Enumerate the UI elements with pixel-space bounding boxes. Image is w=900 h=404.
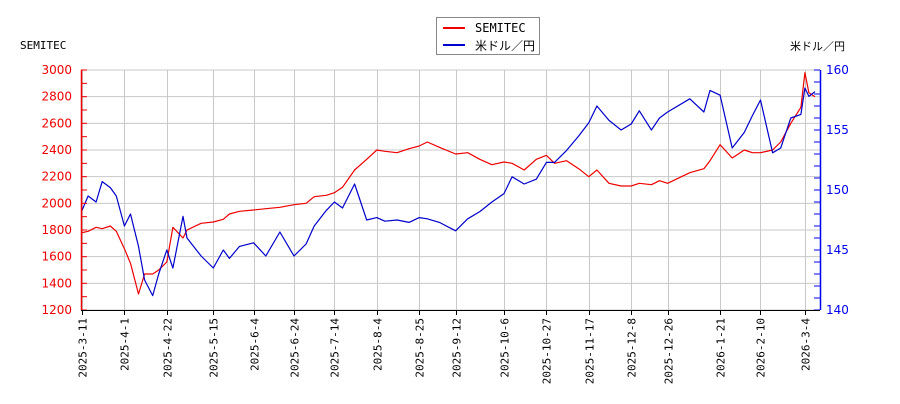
svg-text:1400: 1400: [41, 276, 72, 290]
svg-text:2025-8-4: 2025-8-4: [372, 318, 385, 371]
svg-text:1800: 1800: [41, 223, 72, 237]
svg-text:160: 160: [826, 63, 849, 77]
right-axis-title: 米ドル／円: [790, 40, 845, 53]
svg-text:2200: 2200: [41, 170, 72, 184]
svg-text:1600: 1600: [41, 250, 72, 264]
axes: 2025-3-11 2025-4-1 2025-4-22 2025-5-15 2025-…: [41, 63, 848, 384]
series-layer: [81, 72, 816, 297]
svg-text:2026-1-21: 2026-1-21: [715, 318, 728, 378]
svg-text:155: 155: [826, 123, 849, 137]
svg-text:2025-6-4: 2025-6-4: [249, 318, 262, 371]
svg-text:2025-12-8: 2025-12-8: [626, 318, 639, 378]
svg-text:145: 145: [826, 243, 849, 257]
svg-text:2025-5-15: 2025-5-15: [208, 318, 221, 378]
svg-text:2025-9-12: 2025-9-12: [451, 318, 464, 378]
svg-text:2600: 2600: [41, 116, 72, 130]
svg-text:2025-4-1: 2025-4-1: [119, 318, 132, 371]
svg-text:2025-8-25: 2025-8-25: [414, 318, 427, 378]
svg-text:3000: 3000: [41, 63, 72, 77]
svg-text:140: 140: [826, 303, 849, 317]
svg-text:2025-3-11: 2025-3-11: [77, 318, 90, 378]
left-axis-title: SEMITEC: [20, 39, 67, 52]
legend: SEMITEC 米ドル／円: [436, 17, 540, 55]
legend-label-semitec: SEMITEC: [475, 21, 526, 35]
svg-text:2025-10-6: 2025-10-6: [499, 318, 512, 378]
svg-text:2025-7-14: 2025-7-14: [329, 318, 342, 378]
legend-item-semitec: SEMITEC: [443, 20, 526, 36]
svg-text:2025-10-27: 2025-10-27: [541, 318, 554, 384]
svg-text:2026-2-10: 2026-2-10: [755, 318, 768, 378]
svg-text:150: 150: [826, 183, 849, 197]
legend-item-usdjpy: 米ドル／円: [443, 37, 535, 53]
svg-text:2025-6-24: 2025-6-24: [289, 318, 302, 378]
svg-text:2000: 2000: [41, 196, 72, 210]
svg-text:2400: 2400: [41, 143, 72, 157]
legend-swatch-blue: [443, 44, 465, 46]
svg-text:2025-11-17: 2025-11-17: [584, 318, 597, 384]
svg-text:2025-4-22: 2025-4-22: [162, 318, 175, 378]
legend-label-usdjpy: 米ドル／円: [475, 38, 536, 53]
svg-text:2800: 2800: [41, 90, 72, 104]
svg-text:2026-3-4: 2026-3-4: [800, 318, 813, 371]
gridlines: [81, 69, 820, 311]
svg-text:2025-12-26: 2025-12-26: [663, 318, 676, 384]
svg-text:1200: 1200: [41, 303, 72, 317]
legend-swatch-red: [443, 27, 465, 29]
